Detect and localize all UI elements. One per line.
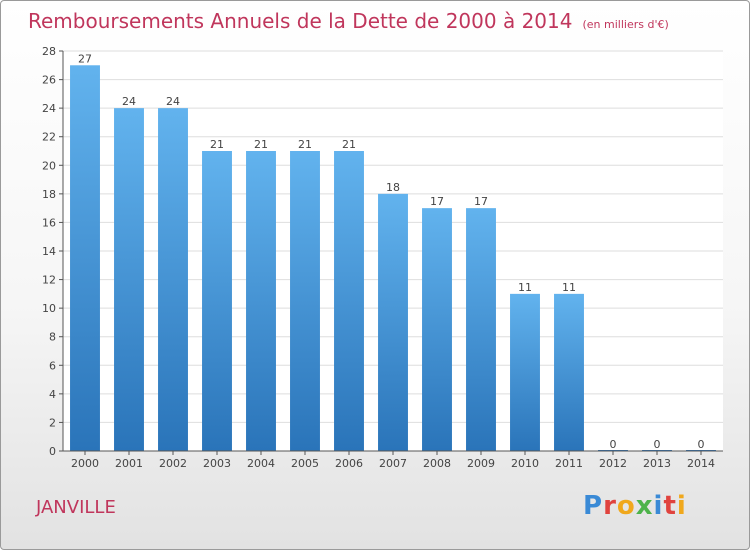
bar (466, 208, 496, 451)
bar-value-label: 0 (610, 438, 617, 451)
bar (202, 151, 232, 451)
x-tick-label: 2013 (643, 457, 671, 470)
y-tick-label: 14 (42, 245, 56, 258)
chart-title: Remboursements Annuels de la Dette de 20… (28, 9, 669, 33)
x-tick-label: 2010 (511, 457, 539, 470)
x-tick-label: 2002 (159, 457, 187, 470)
proxiti-logo[interactable]: Proxiti (583, 491, 687, 521)
bar-value-label: 0 (698, 438, 705, 451)
chart-subtitle: (en milliers d'€) (582, 18, 669, 31)
y-tick-label: 16 (42, 216, 56, 229)
x-tick-label: 2008 (423, 457, 451, 470)
y-tick-label: 10 (42, 302, 56, 315)
bar-value-label: 0 (654, 438, 661, 451)
bar-value-label: 24 (166, 95, 180, 108)
bars (70, 65, 716, 452)
bar-value-label: 21 (342, 138, 356, 151)
bar-value-label: 21 (254, 138, 268, 151)
bar-value-label: 18 (386, 181, 400, 194)
x-axis: 2000 2001 2002 2003 2004 2005 2006 2007 2008 2009… (63, 450, 723, 470)
bar-value-label: 27 (78, 52, 92, 65)
bar (158, 108, 188, 452)
data-labels: 27 24 24 21 21 21 21 18 17 17 11 11 0 0 0 (78, 52, 705, 451)
y-tick-label: 24 (42, 102, 56, 115)
x-tick-label: 2007 (379, 457, 407, 470)
y-tick-label: 4 (49, 388, 56, 401)
bar (114, 108, 144, 452)
bar-value-label: 11 (518, 281, 532, 294)
bar (246, 151, 276, 451)
bar-value-label: 24 (122, 95, 136, 108)
bar (422, 208, 452, 451)
bar-value-label: 11 (562, 281, 576, 294)
x-tick-label: 2000 (71, 457, 99, 470)
x-tick-label: 2012 (599, 457, 627, 470)
y-tick-label: 28 (42, 45, 56, 58)
x-tick-label: 2001 (115, 457, 143, 470)
bar-value-label: 17 (474, 195, 488, 208)
bar (510, 293, 540, 451)
bar-value-label: 17 (430, 195, 444, 208)
x-tick-label: 2004 (247, 457, 275, 470)
x-tick-label: 2006 (335, 457, 363, 470)
bar (378, 193, 408, 451)
bar-value-label: 21 (210, 138, 224, 151)
bar-value-label: 21 (298, 138, 312, 151)
y-tick-label: 18 (42, 188, 56, 201)
y-tick-label: 12 (42, 274, 56, 287)
x-tick-label: 2003 (203, 457, 231, 470)
y-tick-label: 26 (42, 74, 56, 87)
bar (290, 151, 320, 451)
bar (554, 293, 584, 451)
y-tick-label: 8 (49, 331, 56, 344)
y-tick-label: 2 (49, 416, 56, 429)
x-tick-label: 2011 (555, 457, 583, 470)
bar (334, 151, 364, 451)
y-tick-label: 0 (49, 445, 56, 458)
commune-name: JANVILLE (36, 497, 116, 518)
x-tick-label: 2014 (687, 457, 715, 470)
y-tick-label: 22 (42, 131, 56, 144)
bar (70, 65, 100, 452)
y-tick-label: 20 (42, 159, 56, 172)
x-tick-label: 2009 (467, 457, 495, 470)
x-tick-label: 2005 (291, 457, 319, 470)
y-tick-label: 6 (49, 359, 56, 372)
